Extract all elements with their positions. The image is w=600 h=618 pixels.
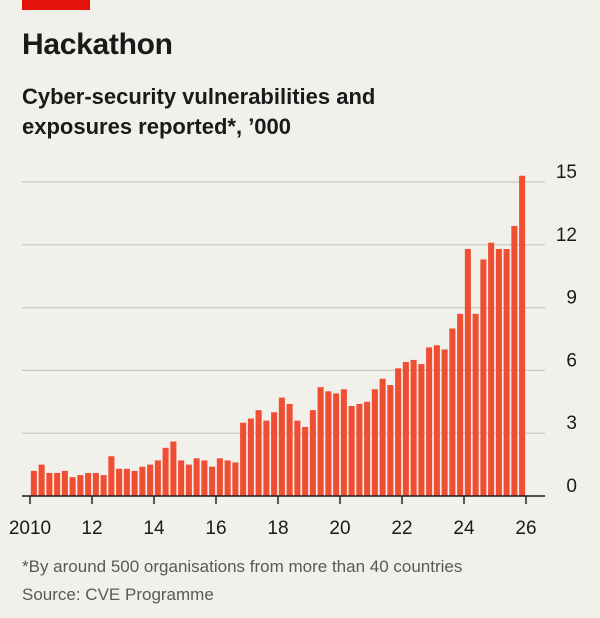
bar: 2025 Q3: 12.9: [511, 225, 518, 496]
bar: 2024 Q2: 8.7: [472, 313, 479, 496]
x-tick-label: 14: [143, 518, 165, 539]
bar: 2015 Q2: 1.8: [193, 458, 200, 496]
bar: 2018 Q2: 4.4: [286, 403, 293, 496]
y-tick-label: 15: [556, 162, 577, 183]
bar: 2020 Q1: 5.1: [340, 389, 347, 496]
bar: 2021 Q1: 5.1: [371, 389, 378, 496]
bar: 2017 Q4: 4: [271, 412, 278, 496]
bar: 2015 Q3: 1.7: [201, 460, 208, 496]
footnote: *By around 500 organisations from more t…: [22, 557, 463, 576]
y-axis-tick-labels: 0 3 6 9 12 15: [556, 162, 577, 497]
bar: 2024 Q3: 11.3: [480, 259, 487, 496]
bar: 2017 Q3: 3.6: [263, 420, 270, 496]
source-note: Source: CVE Programme: [22, 585, 214, 604]
bar: 2016 Q4: 3.5: [240, 422, 247, 496]
bar: 2014 Q3: 2.6: [170, 441, 177, 496]
bar: 2019 Q4: 4.9: [333, 393, 340, 496]
chart-subtitle: Cyber-security vulnerabilities and expos…: [22, 84, 376, 139]
bar: 2018 Q1: 4.7: [278, 397, 285, 496]
y-tick-label: 12: [556, 225, 577, 246]
bar: 2014 Q4: 1.7: [178, 460, 185, 496]
x-tick-label: 2010: [9, 518, 51, 539]
bar: 2013 Q4: 1.5: [147, 464, 154, 496]
y-tick-label: 0: [566, 476, 577, 497]
bar: 2024 Q4: 12.1: [488, 242, 495, 496]
bar: 2014 Q2: 2.3: [162, 447, 169, 496]
chart-notes: *By around 500 organisations from more t…: [22, 553, 462, 609]
bar: 2016 Q1: 1.8: [216, 458, 223, 496]
bar: 2021 Q4: 6.1: [395, 368, 402, 496]
bar: 2021 Q3: 5.3: [387, 385, 394, 496]
bar: 2011 Q3: 1: [77, 475, 84, 496]
bar: 2012 Q3: 1.9: [108, 456, 115, 496]
bar: 2016 Q3: 1.6: [232, 462, 239, 496]
bar: 2019 Q2: 5.2: [317, 387, 324, 496]
bar: 2012 Q1: 1.1: [92, 472, 99, 496]
bar: 2018 Q4: 3.3: [302, 426, 309, 496]
y-tick-label: 6: [566, 350, 577, 371]
x-tick-label: 16: [205, 518, 226, 539]
x-tick-label: 18: [267, 518, 288, 539]
x-tick-label: 24: [453, 518, 475, 539]
bar: 2014 Q1: 1.7: [154, 460, 161, 496]
bar: 2024 Q1: 11.8: [464, 248, 471, 496]
bar: 2010 Q1: 1.2: [30, 470, 37, 496]
bar: 2020 Q2: 4.3: [348, 405, 355, 496]
bar: 2020 Q4: 4.5: [364, 401, 371, 496]
bar: 2019 Q3: 5: [325, 391, 332, 496]
bar: 2023 Q3: 8: [449, 328, 456, 496]
bar: 2012 Q2: 1: [100, 475, 107, 496]
bar: 2010 Q4: 1.1: [54, 472, 61, 496]
x-tick-label: 20: [329, 518, 350, 539]
bar: 2011 Q2: 0.9: [69, 477, 76, 496]
bar: 2025 Q1: 11.8: [495, 248, 502, 496]
bar: 2023 Q4: 8.7: [457, 313, 464, 496]
x-tick-label: 26: [515, 518, 536, 539]
bar: 2023 Q2: 7: [441, 349, 448, 496]
bar: 2025 Q4: 15.3: [519, 175, 526, 496]
bar: 2010 Q2: 1.5: [38, 464, 45, 496]
bar: 2013 Q3: 1.4: [139, 466, 146, 496]
bar: 2017 Q1: 3.7: [247, 418, 254, 496]
bar: 2021 Q2: 5.6: [379, 378, 386, 496]
bar: 2020 Q3: 4.4: [356, 403, 363, 496]
chart-title: Hackathon: [22, 28, 173, 61]
x-tick-label: 22: [391, 518, 412, 539]
bar: 2017 Q2: 4.1: [255, 410, 262, 496]
bar: 2010 Q3: 1.1: [46, 472, 53, 496]
y-tick-label: 9: [566, 288, 577, 309]
x-tick-label: 12: [81, 518, 102, 539]
bar: 2011 Q1: 1.2: [61, 470, 68, 496]
bar: 2019 Q1: 4.1: [309, 410, 316, 496]
bar: 2018 Q3: 3.6: [294, 420, 301, 496]
bar: 2015 Q4: 1.4: [209, 466, 216, 496]
bar: 2013 Q1: 1.3: [123, 468, 130, 496]
x-axis: 2010 12 14 16 18 20 22 24 26: [9, 495, 545, 539]
bar: 2015 Q1: 1.5: [185, 464, 192, 496]
y-tick-label: 3: [566, 413, 577, 434]
bar: 2011 Q4: 1.1: [85, 472, 92, 496]
bar: 2013 Q2: 1.2: [131, 470, 138, 496]
bar: 2012 Q4: 1.3: [116, 468, 123, 496]
bar: 2016 Q2: 1.7: [224, 460, 231, 496]
brand-tag: [22, 0, 90, 10]
bar: 2023 Q1: 7.2: [433, 345, 440, 496]
bar: 2025 Q2: 11.8: [503, 248, 510, 496]
